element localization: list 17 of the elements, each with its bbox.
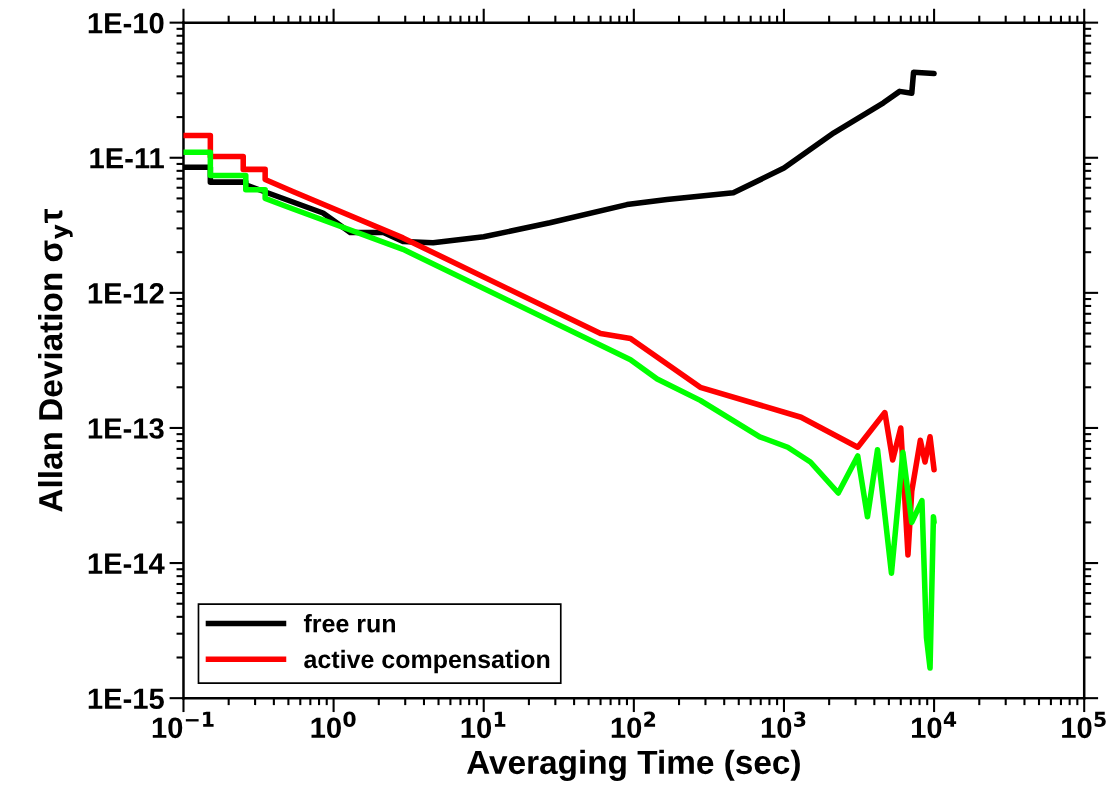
y-tick-label: 1E-13 — [88, 418, 164, 439]
y-tick-label: 1E-14 — [88, 553, 165, 574]
y-tick-label: 1E-11 — [90, 148, 164, 169]
x-tick-label: 10$^{5}$ — [1062, 711, 1106, 739]
x-tick-label: 10$^{3}$ — [761, 711, 806, 739]
x-tick-label: 10$^{0}$ — [311, 711, 356, 739]
y-tick-label: 1E-10 — [88, 12, 164, 34]
y-tick-label: 1E-15 — [88, 688, 164, 710]
x-tick-label: 10$^{2}$ — [611, 711, 656, 739]
y-axis-title: Allan Deviation σ$_{y}$τ — [38, 208, 73, 512]
x-axis-title: Averaging Time (sec) — [467, 749, 800, 781]
legend-label: active compensation — [304, 649, 550, 674]
legend-label: free run — [303, 614, 396, 633]
y-tick-label: 1E-12 — [88, 283, 164, 304]
x-tick-label: 10$^{1}$ — [461, 711, 506, 739]
x-tick-label: 10$^{4}$ — [912, 711, 957, 739]
x-tick-label: 10$^{−1}$ — [152, 711, 214, 739]
